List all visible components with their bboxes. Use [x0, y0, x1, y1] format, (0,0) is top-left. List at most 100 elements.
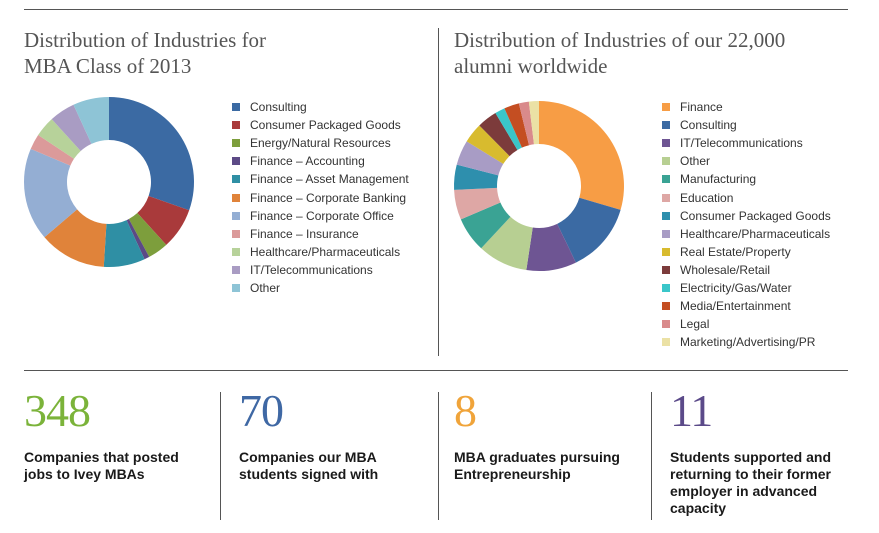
donut-slice-it-telecommunications	[526, 223, 576, 271]
legend-label: Wholesale/Retail	[680, 262, 771, 277]
donut-slice-consulting	[109, 97, 194, 211]
legend-item-energy-natural-resources: Energy/Natural Resources	[232, 134, 409, 152]
legend-swatch	[662, 283, 670, 292]
left-chart-title: Distribution of Industries for MBA Class…	[24, 27, 266, 79]
legend-swatch	[662, 302, 670, 311]
donut-slice-wholesale-retail	[479, 113, 518, 157]
stat-description-line: Companies that posted	[24, 449, 179, 465]
right-chart-title: Distribution of Industries of our 22,000…	[454, 27, 785, 79]
right-chart-title-line1: Distribution of Industries of our 22,000	[454, 28, 786, 52]
legend-item-education: Education	[662, 188, 831, 206]
stat-number: 8	[454, 385, 477, 436]
stat-number: 348	[24, 385, 91, 436]
legend-swatch	[232, 283, 240, 292]
stat-description: Students supported and returning to thei…	[670, 449, 860, 517]
legend-swatch	[662, 338, 670, 347]
charts-divider	[438, 28, 439, 356]
stat-description: MBA graduates pursuing Entrepreneurship	[454, 449, 644, 483]
donut-slice-finance-insurance	[30, 135, 74, 166]
stat-description: Companies that posted jobs to Ivey MBAs	[24, 449, 214, 483]
stat-description-line: returning to their former	[670, 466, 832, 482]
legend-swatch	[662, 157, 670, 166]
stat-description: Companies our MBA students signed with	[239, 449, 429, 483]
donut-slice-education	[454, 187, 501, 220]
legend-label: Finance – Asset Management	[250, 172, 409, 187]
legend-item-other: Other	[232, 279, 409, 297]
legend-swatch	[662, 320, 670, 329]
donut-slice-marketing-advertising-pr	[528, 101, 539, 145]
legend-label: Marketing/Advertising/PR	[680, 335, 816, 350]
legend-item-finance-accounting: Finance – Accounting	[232, 152, 409, 170]
donut-slice-consumer-packaged-goods	[137, 195, 190, 245]
stat-returning-students: 11 Students supported and returning to t…	[670, 385, 860, 517]
legend-label: IT/Telecommunications	[250, 262, 373, 277]
legend-label: Manufacturing	[680, 172, 757, 187]
left-chart-title-line2: MBA Class of 2013	[24, 54, 192, 78]
middle-rule	[24, 370, 848, 371]
legend-item-it-telecommunications: IT/Telecommunications	[232, 261, 409, 279]
legend-label: Other	[250, 280, 281, 295]
legend-item-media-entertainment: Media/Entertainment	[662, 297, 831, 315]
legend-swatch	[232, 175, 240, 184]
legend-swatch	[662, 211, 670, 220]
legend-item-it-telecommunications: IT/Telecommunications	[662, 134, 831, 152]
donut-slice-legal	[518, 101, 534, 146]
legend-item-real-estate-property: Real Estate/Property	[662, 243, 831, 261]
legend-label: Finance – Corporate Office	[250, 208, 394, 223]
legend-item-legal: Legal	[662, 315, 831, 333]
legend-item-wholesale-retail: Wholesale/Retail	[662, 261, 831, 279]
legend-swatch	[662, 139, 670, 148]
stat-description-line: employer in advanced	[670, 483, 818, 499]
class-2013-donut-chart	[24, 97, 194, 267]
stat-divider-3	[651, 392, 652, 520]
legend-label: Healthcare/Pharmaceuticals	[680, 226, 831, 241]
legend-item-healthcare-pharmaceuticals: Healthcare/Pharmaceuticals	[232, 243, 409, 261]
legend-swatch	[232, 157, 240, 166]
stat-divider-1	[220, 392, 221, 520]
legend-label: Finance – Insurance	[250, 226, 359, 241]
legend-item-healthcare-pharmaceuticals: Healthcare/Pharmaceuticals	[662, 225, 831, 243]
legend-label: Consumer Packaged Goods	[680, 208, 831, 223]
stat-companies-posted: 348 Companies that posted jobs to Ivey M…	[24, 385, 214, 483]
donut-slice-finance-corporate-office	[24, 148, 78, 238]
donut-slice-real-estate-property	[466, 125, 510, 164]
donut-slice-healthcare-pharmaceuticals	[456, 141, 504, 176]
stat-divider-2	[438, 392, 439, 520]
stat-description-line: capacity	[670, 500, 727, 516]
legend-item-marketing-advertising-pr: Marketing/Advertising/PR	[662, 333, 831, 351]
left-chart-title-line1: Distribution of Industries for	[24, 28, 267, 52]
right-chart-title-line2: alumni worldwide	[454, 54, 608, 78]
donut-slice-finance-accounting	[126, 219, 150, 260]
legend-label: Energy/Natural Resources	[250, 136, 391, 151]
legend-swatch	[232, 121, 240, 130]
alumni-donut-chart	[454, 101, 624, 271]
donut-slice-other	[73, 97, 109, 144]
donut-slice-electricity-gas-water	[495, 108, 522, 150]
donut-slice-healthcare-pharmaceuticals	[38, 119, 81, 159]
stat-number: 70	[239, 385, 284, 436]
donut-slice-manufacturing	[460, 202, 511, 249]
stat-number: 11	[670, 385, 713, 436]
legend-item-finance-corporate-office: Finance – Corporate Office	[232, 207, 409, 225]
legend-swatch	[662, 121, 670, 130]
legend-item-finance-asset-management: Finance – Asset Management	[232, 170, 409, 188]
legend-item-consulting: Consulting	[662, 116, 831, 134]
legend-item-consulting: Consulting	[232, 98, 409, 116]
legend-item-other: Other	[662, 152, 831, 170]
donut-slice-energy-natural-resources	[128, 213, 167, 257]
legend-label: Real Estate/Property	[680, 244, 791, 259]
donut-slice-media-entertainment	[504, 103, 530, 148]
donut-slice-finance	[539, 101, 624, 210]
legend-swatch	[232, 103, 240, 112]
legend-label: Legal	[680, 317, 710, 332]
donut-slice-finance-asset-management	[103, 220, 145, 267]
legend-item-finance: Finance	[662, 98, 831, 116]
legend-swatch	[662, 175, 670, 184]
legend-swatch	[232, 139, 240, 148]
stat-description-line: Entrepreneurship	[454, 466, 571, 482]
stat-description-line: students signed with	[239, 466, 379, 482]
legend-item-finance-corporate-banking: Finance – Corporate Banking	[232, 188, 409, 206]
legend-label: Electricity/Gas/Water	[680, 280, 792, 295]
legend-swatch	[662, 103, 670, 112]
legend-label: Consumer Packaged Goods	[250, 118, 401, 133]
